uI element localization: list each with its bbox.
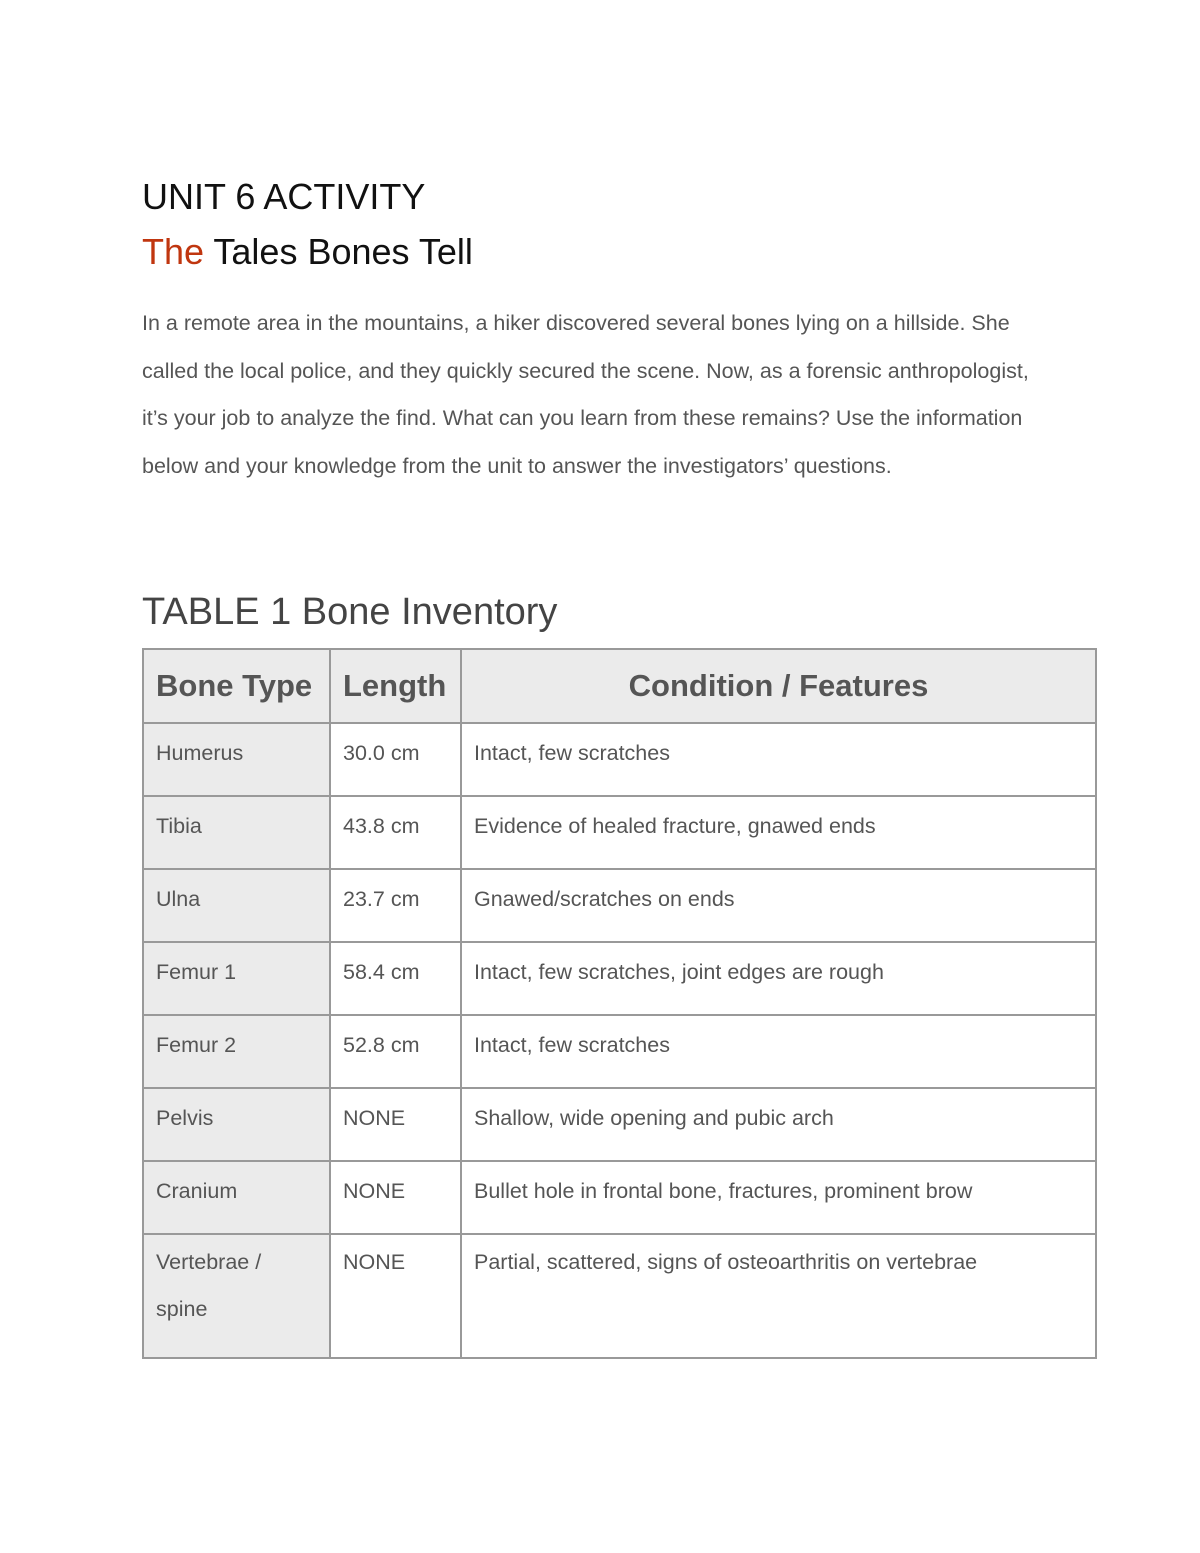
cell-length: NONE xyxy=(329,1160,462,1235)
intro-paragraph: In a remote area in the mountains, a hik… xyxy=(142,311,1029,478)
table-heading: TABLE 1 Bone Inventory xyxy=(142,591,558,633)
cell-bone-type: Femur 1 xyxy=(142,941,331,1016)
cell-bone-type: Tibia xyxy=(142,795,331,870)
table-row: Ulna 23.7 cm Gnawed/scratches on ends xyxy=(142,868,1097,943)
column-header-condition: Condition / Features xyxy=(460,648,1097,724)
cell-length: 30.0 cm xyxy=(329,722,462,797)
cell-condition: Partial, scattered, signs of osteoarthri… xyxy=(460,1233,1097,1359)
cell-length: 58.4 cm xyxy=(329,941,462,1016)
cell-bone-type: Humerus xyxy=(142,722,331,797)
page-title: UNIT 6 ACTIVITY xyxy=(142,176,426,217)
cell-bone-type: Cranium xyxy=(142,1160,331,1235)
cell-condition: Evidence of healed fracture, gnawed ends xyxy=(460,795,1097,870)
cell-condition: Bullet hole in frontal bone, fractures, … xyxy=(460,1160,1097,1235)
table-row: Humerus 30.0 cm Intact, few scratches xyxy=(142,722,1097,797)
cell-bone-type: Femur 2 xyxy=(142,1014,331,1089)
cell-length: NONE xyxy=(329,1233,462,1359)
table-row: Pelvis NONE Shallow, wide opening and pubi… xyxy=(142,1087,1097,1162)
cell-condition: Intact, few scratches xyxy=(460,722,1097,797)
table-row: Femur 1 58.4 cm Intact, few scratches, joi… xyxy=(142,941,1097,1016)
table-row: Femur 2 52.8 cm Intact, few scratches xyxy=(142,1014,1097,1089)
cell-length: 23.7 cm xyxy=(329,868,462,943)
subtitle-rest: Tales Bones Tell xyxy=(204,231,473,272)
cell-bone-type: Ulna xyxy=(142,868,331,943)
cell-condition: Shallow, wide opening and pubic arch xyxy=(460,1087,1097,1162)
table-row: Cranium NONE Bullet hole in frontal bone, … xyxy=(142,1160,1097,1235)
bone-inventory-table: Bone Type Length Condition / Features Hu… xyxy=(142,648,1097,1359)
table-header-row: Bone Type Length Condition / Features xyxy=(142,648,1097,724)
column-header-length: Length xyxy=(329,648,462,724)
cell-condition: Intact, few scratches, joint edges are r… xyxy=(460,941,1097,1016)
cell-length: 43.8 cm xyxy=(329,795,462,870)
page-subtitle: The Tales Bones Tell xyxy=(142,231,473,273)
cell-length: 52.8 cm xyxy=(329,1014,462,1089)
cell-condition: Gnawed/scratches on ends xyxy=(460,868,1097,943)
table-row: Vertebrae / spine NONE Partial, scattered,… xyxy=(142,1233,1097,1359)
cell-condition: Intact, few scratches xyxy=(460,1014,1097,1089)
subtitle-accent: The xyxy=(142,231,205,272)
table-row: Tibia 43.8 cm Evidence of healed fracture,… xyxy=(142,795,1097,870)
cell-bone-type: Pelvis xyxy=(142,1087,331,1162)
cell-length: NONE xyxy=(329,1087,462,1162)
column-header-bone-type: Bone Type xyxy=(142,648,331,724)
cell-bone-type: Vertebrae / spine xyxy=(142,1233,331,1359)
